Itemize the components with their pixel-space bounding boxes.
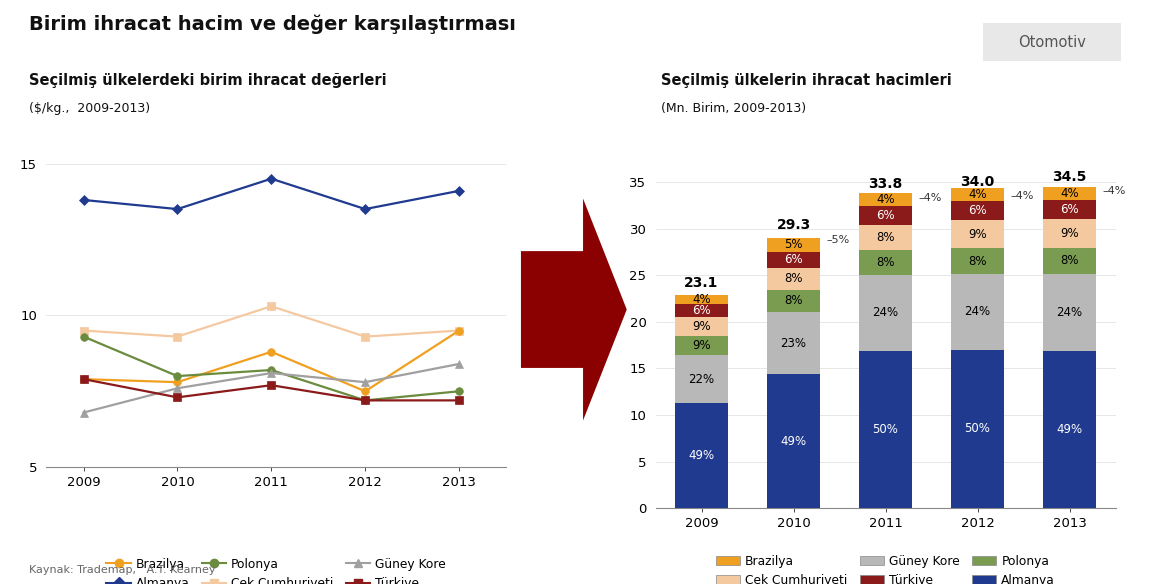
Text: 8%: 8% — [876, 231, 895, 244]
Bar — [675, 336, 728, 355]
Polygon shape — [521, 199, 627, 420]
Text: Kaynak: Trademap,   A.T. Kearney: Kaynak: Trademap, A.T. Kearney — [29, 565, 215, 575]
Bar — [767, 238, 820, 252]
Text: ($/kg.,  2009-2013): ($/kg., 2009-2013) — [29, 102, 150, 115]
Text: 49%: 49% — [1057, 423, 1082, 436]
Bar — [951, 248, 1004, 274]
Text: (Mn. Birim, 2009-2013): (Mn. Birim, 2009-2013) — [661, 102, 806, 115]
Bar — [767, 374, 820, 508]
Bar — [675, 317, 728, 336]
Bar — [1043, 273, 1096, 350]
Text: –4%: –4% — [1011, 191, 1034, 201]
Text: 29.3: 29.3 — [776, 218, 811, 232]
Text: 4%: 4% — [692, 293, 711, 306]
Bar — [675, 295, 728, 304]
Bar — [675, 403, 728, 508]
Text: 49%: 49% — [781, 434, 806, 448]
Text: 8%: 8% — [784, 294, 803, 307]
Bar — [951, 350, 1004, 508]
Text: 6%: 6% — [1060, 203, 1079, 216]
Bar — [1043, 350, 1096, 508]
Text: 23%: 23% — [781, 336, 806, 349]
Text: 9%: 9% — [1060, 227, 1079, 240]
Bar — [1043, 248, 1096, 273]
Text: 5%: 5% — [784, 238, 803, 251]
Text: –4%: –4% — [919, 193, 942, 203]
Bar — [951, 220, 1004, 248]
Text: 24%: 24% — [965, 305, 990, 318]
Bar — [951, 274, 1004, 350]
Text: Otomotiv: Otomotiv — [1018, 35, 1087, 50]
Bar — [767, 312, 820, 374]
Text: 34.0: 34.0 — [960, 175, 995, 189]
Legend: Brazilya, Almanya, Polonya, Çek Cumhuriyeti, Güney Kore, Türkiye: Brazilya, Almanya, Polonya, Çek Cumhuriy… — [101, 553, 451, 584]
Text: Seçilmiş ülkelerdeki birim ihracat değerleri: Seçilmiş ülkelerdeki birim ihracat değer… — [29, 73, 386, 88]
Text: 6%: 6% — [968, 204, 987, 217]
Text: 49%: 49% — [689, 449, 714, 462]
Bar — [951, 188, 1004, 201]
Bar — [859, 206, 912, 225]
Text: 22%: 22% — [689, 373, 714, 385]
Text: 33.8: 33.8 — [868, 176, 903, 190]
Text: –4%: –4% — [1103, 186, 1126, 196]
Text: 6%: 6% — [876, 209, 895, 222]
Text: 24%: 24% — [873, 307, 898, 319]
Text: Birim ihracat hacim ve değer karşılaştırması: Birim ihracat hacim ve değer karşılaştır… — [29, 15, 515, 34]
Text: 23.1: 23.1 — [684, 276, 719, 290]
Text: 9%: 9% — [968, 228, 987, 241]
Text: 4%: 4% — [876, 193, 895, 206]
Bar — [859, 275, 912, 351]
Bar — [675, 355, 728, 403]
Text: 8%: 8% — [1060, 254, 1079, 267]
Text: 8%: 8% — [968, 255, 987, 267]
Text: 6%: 6% — [692, 304, 711, 317]
Bar — [767, 290, 820, 312]
Bar — [859, 225, 912, 250]
Text: 9%: 9% — [692, 320, 711, 333]
Text: 4%: 4% — [1060, 187, 1079, 200]
Text: 8%: 8% — [876, 256, 895, 269]
Bar — [1043, 200, 1096, 219]
Text: 8%: 8% — [784, 272, 803, 286]
Text: 6%: 6% — [784, 253, 803, 266]
Text: –5%: –5% — [827, 235, 850, 245]
Text: 34.5: 34.5 — [1052, 170, 1087, 184]
Bar — [859, 351, 912, 508]
Bar — [1043, 187, 1096, 200]
Bar — [1043, 219, 1096, 248]
Text: 50%: 50% — [965, 422, 990, 436]
Legend: Brazilya, Çek Cumhuriyeti, Güney Kore, Türkiye, Polonya, Almanya: Brazilya, Çek Cumhuriyeti, Güney Kore, T… — [711, 550, 1060, 584]
Bar — [859, 193, 912, 206]
Text: 9%: 9% — [692, 339, 711, 352]
Bar — [859, 250, 912, 275]
Bar — [767, 268, 820, 290]
Text: 4%: 4% — [968, 188, 987, 201]
Text: 24%: 24% — [1057, 305, 1082, 319]
Text: Seçilmiş ülkelerin ihracat hacimleri: Seçilmiş ülkelerin ihracat hacimleri — [661, 73, 952, 88]
Text: 50%: 50% — [873, 423, 898, 436]
Bar — [767, 252, 820, 268]
Bar — [675, 304, 728, 317]
Bar — [951, 201, 1004, 220]
